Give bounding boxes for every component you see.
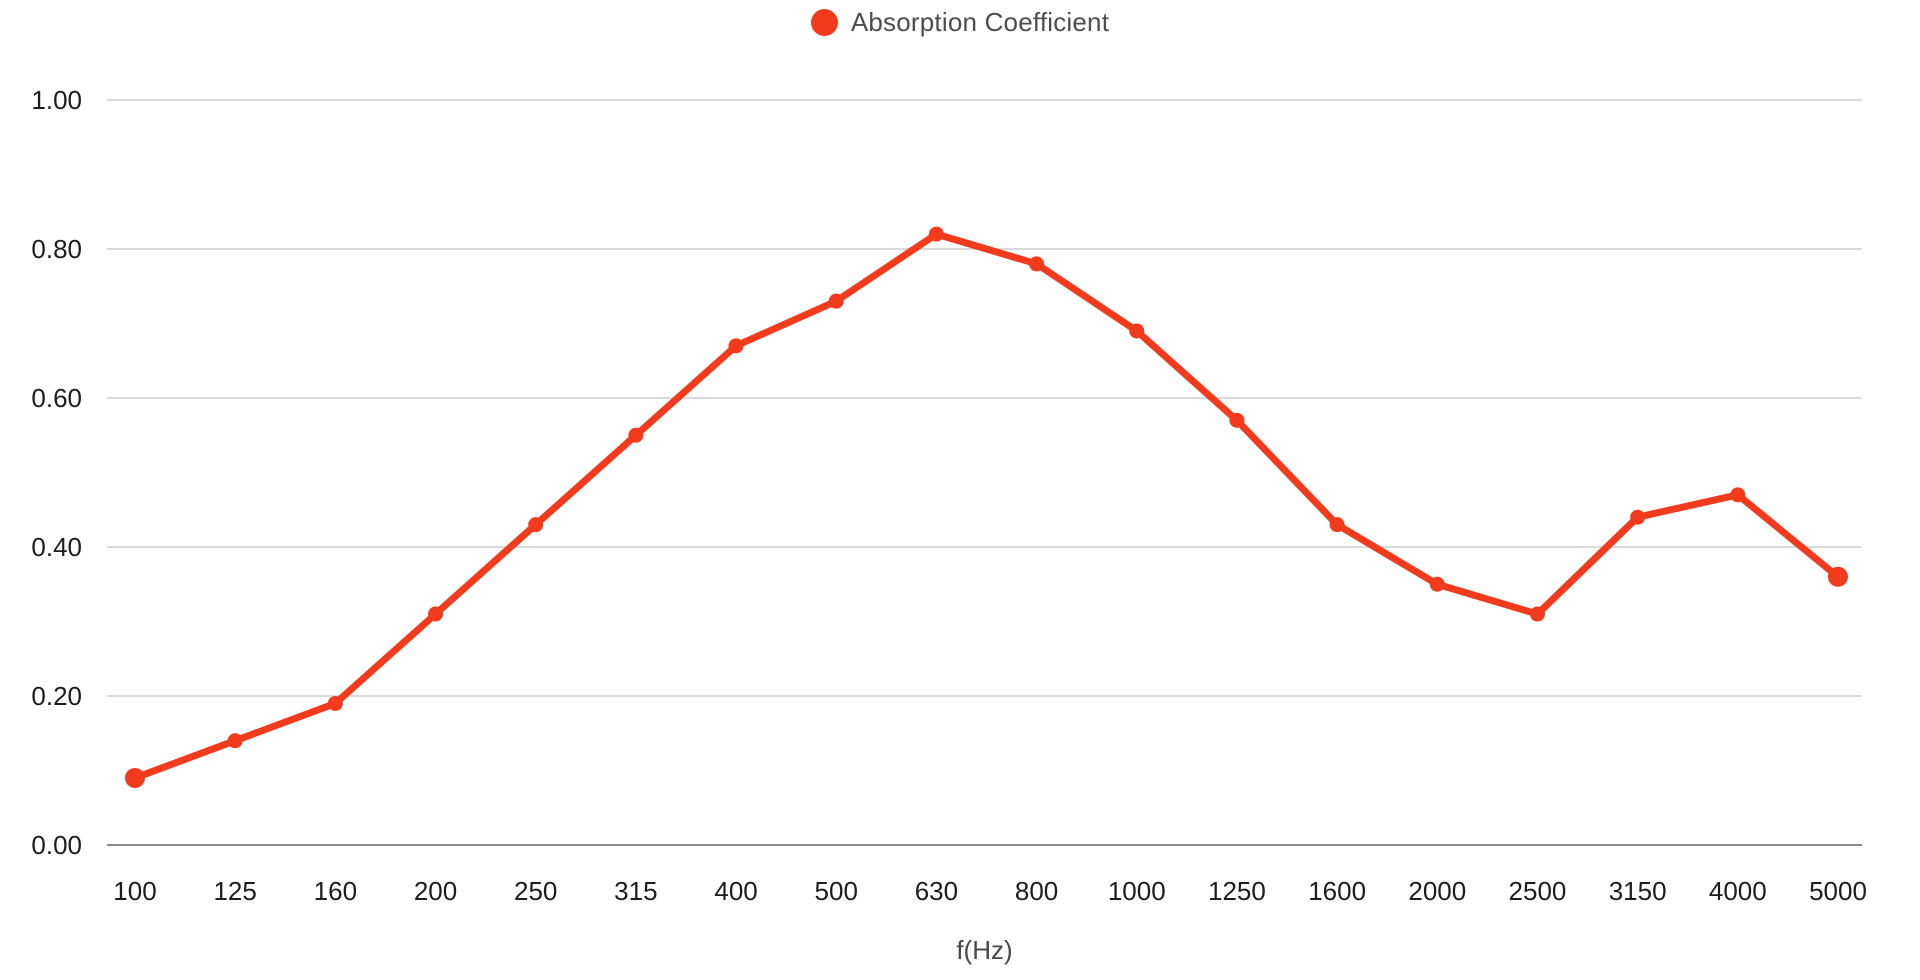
- x-tick-label: 3150: [1609, 876, 1667, 906]
- y-tick-label: 0.40: [31, 532, 82, 562]
- x-tick-label: 100: [113, 876, 156, 906]
- x-tick-label: 5000: [1809, 876, 1867, 906]
- x-tick-label: 800: [1015, 876, 1058, 906]
- y-tick-label: 0.20: [31, 681, 82, 711]
- x-tick-label: 1000: [1108, 876, 1166, 906]
- x-tick-label: 200: [414, 876, 457, 906]
- x-tick-label: 250: [514, 876, 557, 906]
- data-point-marker: [1730, 487, 1746, 503]
- x-tick-label: 1600: [1308, 876, 1366, 906]
- x-tick-label: 315: [614, 876, 657, 906]
- data-point-marker: [1229, 412, 1245, 428]
- x-tick-label: 125: [213, 876, 256, 906]
- x-tick-label: 1250: [1208, 876, 1266, 906]
- data-point-marker: [1429, 576, 1445, 592]
- data-point-marker: [1129, 323, 1145, 339]
- data-point-marker: [528, 517, 544, 533]
- data-point-marker: [828, 293, 844, 309]
- y-tick-label: 0.60: [31, 383, 82, 413]
- data-point-marker: [1029, 256, 1045, 272]
- y-tick-label: 0.00: [31, 830, 82, 860]
- data-point-marker: [327, 695, 343, 711]
- x-tick-label: 2500: [1509, 876, 1567, 906]
- data-point-marker: [728, 338, 744, 354]
- legend-series-dot-icon: [810, 8, 838, 36]
- legend-series-label: Absorption Coefficient: [850, 6, 1110, 37]
- data-point-marker: [125, 767, 145, 788]
- x-tick-label: 500: [815, 876, 858, 906]
- data-point-marker: [1828, 566, 1848, 587]
- x-tick-label: 160: [314, 876, 357, 906]
- y-tick-label: 0.80: [31, 234, 82, 264]
- series-line: [131, 230, 1842, 782]
- data-point-marker: [928, 226, 944, 242]
- x-tick-label: 2000: [1408, 876, 1466, 906]
- x-axis-title: f(Hz): [956, 935, 1012, 965]
- data-point-marker: [628, 427, 644, 443]
- data-point-marker: [1630, 509, 1646, 525]
- y-tick-label: 1.00: [31, 85, 82, 115]
- data-point-marker: [227, 733, 243, 749]
- data-point-marker: [1529, 606, 1545, 622]
- chart-legend: Absorption Coefficient: [0, 0, 1920, 44]
- x-tick-label: 630: [915, 876, 958, 906]
- data-point-marker: [428, 606, 444, 622]
- data-point-marker: [1329, 517, 1345, 533]
- x-tick-label: 400: [714, 876, 757, 906]
- x-tick-label: 4000: [1709, 876, 1767, 906]
